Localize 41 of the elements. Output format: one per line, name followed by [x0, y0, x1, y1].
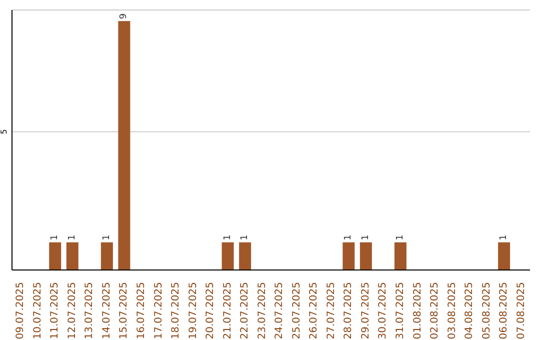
x-tick-label: 20.07.2025	[205, 282, 216, 340]
data-label: 1	[344, 234, 354, 240]
x-tick-label: 30.07.2025	[378, 282, 389, 340]
x-tick-label: 24.07.2025	[274, 282, 286, 340]
x-tick-label: 04.08.2025	[464, 282, 476, 340]
x-tick-label: 16.07.2025	[136, 282, 147, 340]
y-tick-label: 5	[0, 129, 8, 134]
x-tick-label: 01.08.2025	[412, 282, 424, 340]
x-tick-label: 27.07.2025	[326, 282, 337, 340]
x-tick-label: 23.07.2025	[256, 282, 268, 340]
x-tick-label: 07.08.2025	[516, 282, 527, 340]
x-tick-label: 02.08.2025	[430, 282, 441, 340]
x-tick-label: 26.07.2025	[308, 282, 320, 340]
data-label: 1	[102, 234, 112, 240]
data-label: 1	[240, 234, 250, 240]
x-tick-label: 14.07.2025	[101, 282, 112, 340]
x-tick-label: 22.07.2025	[240, 282, 251, 340]
x-tick-label: 13.07.2025	[84, 282, 96, 340]
data-label: 1	[395, 234, 406, 240]
x-tick-label: 19.07.2025	[188, 282, 199, 340]
x-tick-label: 05.08.2025	[481, 282, 492, 340]
data-label: 1	[499, 234, 510, 240]
x-tick-label: 11.07.2025	[50, 282, 61, 340]
x-tick-label: 25.07.2025	[291, 282, 302, 340]
x-tick-label: 06.08.2025	[498, 282, 510, 340]
x-tick-label: 10.07.2025	[32, 282, 44, 340]
x-tick-label: 03.08.2025	[446, 282, 458, 340]
data-label: 9	[119, 13, 130, 20]
data-label: 1	[360, 234, 371, 240]
x-tick-label: 21.07.2025	[222, 282, 234, 340]
x-tick-label: 17.07.2025	[153, 282, 164, 340]
x-tick-label: 28.07.2025	[343, 282, 354, 340]
x-tick-label: 31.07.2025	[395, 282, 406, 340]
x-tick-label: 29.07.2025	[360, 282, 372, 340]
x-tick-label: 15.07.2025	[118, 282, 130, 340]
data-label: 1	[222, 234, 233, 240]
x-tick-label: 12.07.2025	[66, 282, 78, 340]
data-label: 1	[67, 234, 78, 240]
x-tick-label: 18.07.2025	[170, 282, 182, 340]
data-label: 1	[50, 234, 60, 240]
x-tick-label: 09.07.2025	[15, 282, 26, 340]
